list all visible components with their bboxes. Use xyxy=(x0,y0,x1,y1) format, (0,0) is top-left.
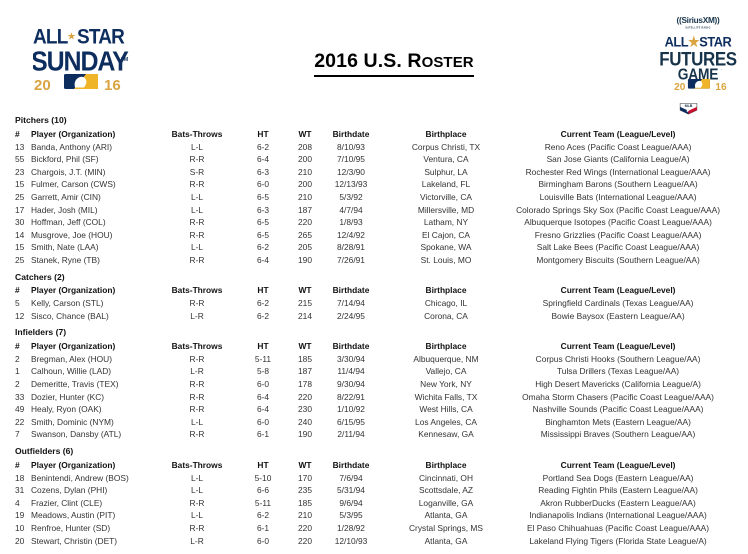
svg-text:((SiriusXM)): ((SiriusXM)) xyxy=(677,16,721,25)
svg-text:16: 16 xyxy=(104,77,121,94)
svg-text:★: ★ xyxy=(67,32,76,43)
svg-text:ALL★STAR: ALL★STAR xyxy=(665,34,732,50)
svg-text:20: 20 xyxy=(34,77,51,94)
svg-text:16: 16 xyxy=(715,82,727,93)
svg-text:SATELLITE RADIO: SATELLITE RADIO xyxy=(685,27,710,30)
svg-text:MLB: MLB xyxy=(685,104,693,108)
svg-text:20: 20 xyxy=(674,82,686,93)
